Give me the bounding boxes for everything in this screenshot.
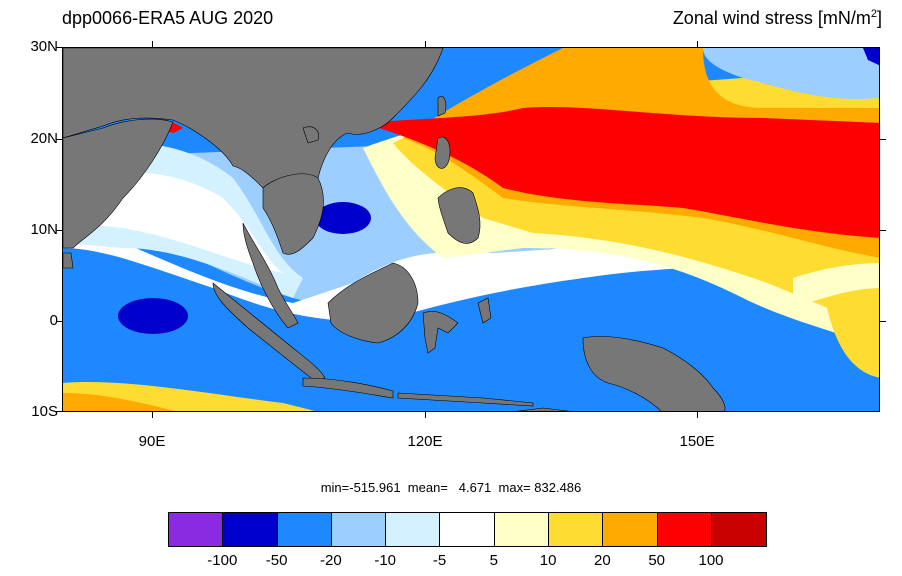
stress-red-region — [363, 106, 879, 238]
colorbar-cell — [169, 513, 224, 546]
colorbar-label: -10 — [374, 552, 397, 569]
stress-ne-blue-patch — [703, 48, 879, 99]
units-superscript: 2 — [870, 8, 877, 20]
colorbar-cell — [711, 513, 767, 546]
colorbar-label: -20 — [320, 552, 342, 569]
colorbar-label: 10 — [539, 552, 557, 569]
colorbar-cell — [603, 513, 658, 546]
stress-se-pale — [793, 263, 879, 308]
colorbar-cell — [657, 513, 712, 546]
y-tick-20n-left — [56, 139, 62, 140]
x-tick-150e — [697, 412, 698, 418]
land-taiwan — [437, 96, 447, 117]
x-tick-120e — [425, 412, 426, 418]
colorbar-cell — [277, 513, 332, 546]
lon-label-120e: 120E — [407, 433, 443, 450]
y-tick-10s-left — [56, 411, 62, 412]
land-indochina — [262, 173, 324, 255]
colorbar-label: 50 — [648, 552, 666, 569]
colorbar-label: 20 — [594, 552, 611, 569]
y-tick-10n-left — [56, 230, 62, 231]
lat-label-30n: 30N — [30, 38, 58, 55]
colorbar-cell — [331, 513, 387, 546]
x-tick-120e-top — [425, 41, 426, 47]
map-panel — [62, 47, 880, 412]
land-sulawesi — [422, 311, 459, 354]
land-sri-lanka — [63, 252, 74, 269]
colorbar-label: -5 — [432, 552, 447, 569]
stress-dark-blue-scs — [315, 202, 371, 234]
y-tick-0-right — [880, 321, 886, 322]
colorbar-cell — [494, 513, 550, 546]
land-malay-peninsula — [242, 222, 299, 329]
colorbar-label: 5 — [489, 552, 498, 569]
lon-label-90e: 90E — [138, 433, 166, 450]
stats-text: min=-515.961 mean= 4.671 max= 832.486 — [320, 480, 582, 495]
lat-label-10n: 10N — [30, 221, 58, 238]
x-tick-150e-top — [697, 41, 698, 47]
plot-title-left: dpp0066-ERA5 AUG 2020 — [62, 8, 274, 28]
y-tick-30n-left — [56, 47, 62, 48]
colorbar-cell — [549, 513, 604, 546]
lat-label-0: 0 — [49, 312, 58, 329]
land-lesser-sunda — [397, 392, 534, 407]
stress-indian-white-band — [73, 172, 283, 273]
x-tick-90e-top — [152, 41, 153, 47]
lat-label-10s: 10S — [31, 403, 58, 420]
land-india — [63, 118, 174, 249]
y-tick-20n-right — [880, 139, 886, 140]
colorbar-cell — [386, 513, 441, 546]
y-tick-10n-right — [880, 230, 886, 231]
land-group — [63, 48, 726, 411]
lon-label-150e: 150E — [679, 433, 715, 450]
x-tick-90e — [152, 412, 153, 418]
colorbar-label: -50 — [265, 552, 288, 569]
land-luzon — [434, 136, 451, 169]
stress-south-orange — [63, 393, 175, 411]
stress-ne-dark-blue — [863, 48, 879, 66]
colorbar — [168, 512, 768, 547]
map-svg — [63, 48, 879, 411]
land-hainan — [302, 126, 319, 144]
land-sumatra — [212, 282, 326, 382]
land-halmahera — [477, 297, 492, 324]
stress-se-yellow — [823, 278, 879, 378]
colorbar-cell — [223, 513, 278, 546]
plot-title-right: Zonal wind stress [mN/m2] — [673, 8, 882, 29]
colorbar-label: -100 — [207, 552, 238, 569]
colorbar-cell — [440, 513, 495, 546]
units-text: Zonal wind stress [mN/m — [672, 8, 871, 28]
land-philippines — [437, 187, 481, 244]
units-bracket: ] — [876, 8, 882, 28]
land-new-guinea — [582, 336, 726, 411]
stress-dark-blue-indian — [118, 298, 188, 334]
land-borneo — [327, 262, 419, 344]
colorbar-label: 100 — [698, 552, 724, 569]
y-tick-0-left — [56, 321, 62, 322]
land-australia-top — [516, 407, 570, 411]
land-java — [302, 377, 394, 399]
lat-label-20n: 20N — [30, 130, 58, 147]
